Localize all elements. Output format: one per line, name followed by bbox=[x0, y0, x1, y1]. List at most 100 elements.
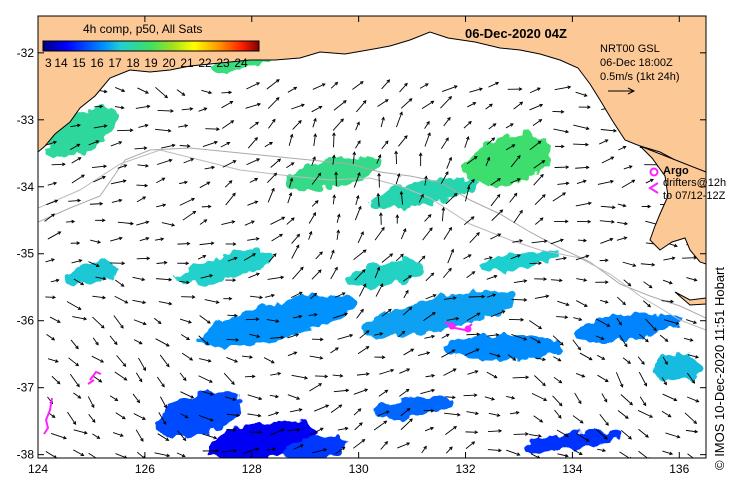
current-arrow bbox=[245, 317, 260, 322]
current-arrow bbox=[136, 220, 150, 226]
current-arrow bbox=[73, 449, 85, 456]
x-tick-label: 136 bbox=[669, 462, 689, 476]
current-arrow bbox=[270, 335, 285, 340]
sst-layer bbox=[44, 21, 705, 458]
current-arrow bbox=[332, 374, 344, 378]
current-arrow bbox=[576, 179, 587, 184]
current-arrow bbox=[93, 124, 108, 129]
current-arrow bbox=[291, 374, 309, 380]
sst-patch bbox=[360, 291, 518, 337]
current-arrow bbox=[68, 198, 82, 203]
current-arrow bbox=[534, 294, 550, 299]
current-arrow bbox=[161, 143, 176, 149]
current-arrow bbox=[132, 393, 141, 404]
current-arrow bbox=[154, 452, 171, 458]
current-arrow bbox=[204, 299, 220, 304]
current-arrow bbox=[137, 87, 149, 94]
current-arrow bbox=[534, 277, 548, 281]
current-arrow bbox=[637, 356, 645, 365]
current-arrow bbox=[424, 132, 431, 147]
current-arrow bbox=[485, 103, 493, 110]
current-arrow bbox=[490, 233, 502, 240]
current-arrow bbox=[156, 177, 166, 184]
current-arrow bbox=[115, 453, 128, 458]
currents-scale: 0.5m/s (1kt 24h) bbox=[600, 71, 679, 83]
colorbar-tick-label: 18 bbox=[126, 56, 140, 70]
current-arrow bbox=[226, 428, 237, 432]
current-arrow bbox=[662, 279, 673, 285]
current-arrow bbox=[113, 315, 124, 329]
current-arrow bbox=[180, 391, 195, 399]
current-arrow bbox=[395, 111, 403, 128]
current-arrow bbox=[686, 372, 696, 384]
drifter-track bbox=[87, 370, 102, 385]
current-arrow bbox=[110, 236, 123, 242]
current-arrow bbox=[221, 90, 233, 95]
current-arrow bbox=[512, 375, 530, 380]
current-arrow bbox=[267, 187, 275, 203]
current-arrow bbox=[601, 156, 615, 164]
current-arrow bbox=[202, 433, 218, 440]
current-arrow bbox=[132, 276, 146, 282]
current-arrow bbox=[356, 308, 364, 319]
current-arrow bbox=[117, 164, 128, 169]
current-arrow bbox=[198, 107, 208, 112]
current-arrow bbox=[156, 277, 173, 282]
current-arrow bbox=[51, 375, 61, 385]
current-arrow bbox=[529, 320, 543, 330]
imos-credit: © IMOS 10-Dec-2020 11:51 Hobart bbox=[712, 267, 727, 470]
current-arrow bbox=[505, 123, 514, 129]
current-arrow bbox=[268, 411, 280, 417]
current-arrow bbox=[399, 190, 404, 205]
current-arrow bbox=[620, 394, 634, 406]
current-arrow bbox=[177, 261, 190, 266]
current-arrow bbox=[225, 278, 237, 282]
current-arrow bbox=[133, 319, 147, 326]
current-arrow bbox=[271, 233, 283, 242]
colorbar-tick-label: 3 bbox=[45, 56, 52, 70]
current-arrow bbox=[269, 394, 279, 399]
current-arrow bbox=[469, 232, 480, 244]
axes: 124 126 128 130 132 134 136 -32 -33 -34 -35 -36 -37 -… bbox=[17, 16, 706, 476]
current-arrow bbox=[575, 165, 590, 170]
current-arrow bbox=[139, 236, 150, 242]
current-arrow bbox=[266, 79, 280, 90]
current-arrow bbox=[359, 330, 370, 339]
current-arrow bbox=[308, 312, 318, 317]
current-arrow bbox=[133, 339, 143, 345]
current-arrow bbox=[578, 105, 591, 109]
sst-patch bbox=[442, 335, 563, 360]
current-arrow bbox=[513, 209, 523, 224]
current-arrow bbox=[643, 281, 653, 289]
current-arrow bbox=[397, 442, 411, 449]
current-arrow bbox=[198, 415, 214, 422]
current-arrow bbox=[88, 452, 99, 458]
current-arrow bbox=[354, 422, 363, 431]
current-arrow bbox=[266, 319, 280, 323]
current-arrow bbox=[110, 261, 126, 266]
current-arrow bbox=[204, 165, 216, 170]
south-coast-bump bbox=[674, 291, 706, 306]
sst-patch bbox=[282, 156, 381, 191]
current-arrow bbox=[395, 172, 401, 185]
current-arrow bbox=[73, 429, 88, 435]
colorbar-label: 4h comp, p50, All Sats bbox=[83, 22, 202, 36]
current-arrow bbox=[508, 317, 525, 322]
current-arrow bbox=[552, 395, 563, 407]
current-arrow bbox=[155, 338, 170, 347]
sst-patch bbox=[464, 134, 553, 186]
sst-patch bbox=[200, 294, 357, 347]
sst-patch bbox=[345, 260, 425, 288]
current-arrow bbox=[155, 86, 168, 99]
current-arrow bbox=[51, 162, 66, 167]
current-arrow bbox=[288, 133, 294, 146]
current-arrow bbox=[356, 372, 370, 376]
current-arrow bbox=[244, 220, 255, 226]
current-arrow bbox=[440, 137, 449, 150]
current-arrow bbox=[353, 388, 369, 395]
current-arrow bbox=[463, 120, 472, 129]
current-arrow bbox=[73, 278, 85, 286]
colorbar-tick-label: 15 bbox=[72, 56, 86, 70]
current-arrow bbox=[334, 292, 346, 298]
current-arrow bbox=[110, 179, 127, 185]
